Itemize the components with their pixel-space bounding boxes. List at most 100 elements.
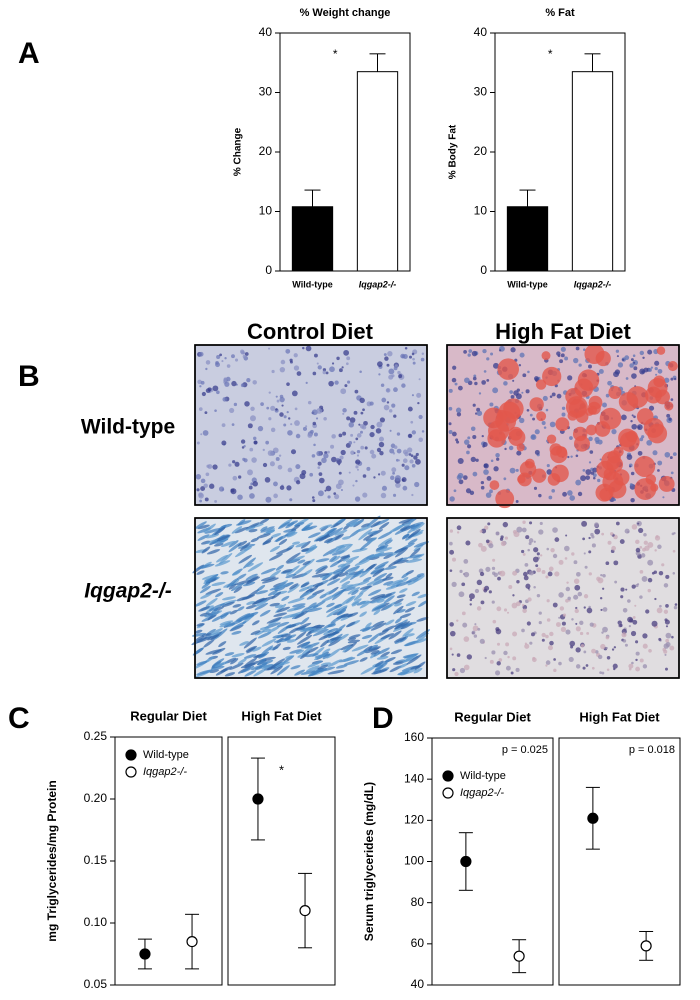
cell-streak [201,581,211,589]
cell-nucleus [285,348,291,354]
cell-streak [288,555,305,563]
cell-nucleus [224,357,227,360]
cell-streak [199,612,210,617]
cell-streak [374,551,385,558]
cell-nucleus [467,353,471,357]
lipid-droplet [546,434,557,444]
cell-nucleus [489,402,494,407]
cell-nucleus [451,653,454,656]
cell-streak [326,578,341,586]
cell-nucleus [489,659,494,664]
cell-streak [263,666,277,671]
cell-streak [261,665,272,670]
cell-nucleus [397,370,401,375]
annotation: * [548,47,553,61]
cell-nucleus [491,600,495,604]
cell-streak [257,631,272,639]
cell-nucleus [456,412,462,417]
cell-streak [402,533,410,539]
cell-nucleus [547,571,553,577]
cell-nucleus [342,431,347,436]
cell-streak [234,526,249,534]
cell-nucleus [402,485,408,491]
cell-nucleus [470,426,476,432]
cell-nucleus [253,436,257,441]
cell-nucleus [231,354,235,359]
cell-streak [221,601,235,608]
cell-nucleus [665,625,669,628]
cell-nucleus [633,415,636,419]
cell-nucleus [655,373,658,376]
cell-nucleus [613,371,619,378]
cell-nucleus [331,456,337,463]
cell-streak [207,634,220,641]
cell-nucleus [519,417,525,424]
cell-nucleus [451,557,457,562]
y-tick-label: 30 [474,85,488,99]
cell-streak [244,613,255,618]
cell-streak [301,641,311,647]
cell-nucleus [606,656,611,660]
cell-nucleus [234,461,240,467]
cell-nucleus [317,466,321,469]
cell-streak [341,581,351,587]
cell-nucleus [594,528,601,535]
cell-nucleus [527,370,530,374]
cell-nucleus [657,544,662,550]
cell-nucleus [253,440,258,445]
cell-nucleus [387,351,393,357]
panel-label: A [18,37,40,70]
cell-streak [259,609,271,617]
cell-nucleus [257,425,264,432]
cell-streak [256,533,271,539]
cell-nucleus [378,436,384,442]
cell-nucleus [476,579,483,586]
cell-nucleus [571,552,575,556]
cell-streak [323,589,336,596]
cell-nucleus [364,446,368,450]
cell-nucleus [597,654,603,660]
cell-nucleus [642,547,646,552]
cell-streak [407,538,418,545]
cell-nucleus [318,477,325,484]
cell-nucleus [338,471,342,475]
lipid-droplet [618,392,639,412]
cell-nucleus [600,573,603,577]
cell-nucleus [632,616,636,619]
cell-nucleus [651,571,655,575]
cell-nucleus [534,449,540,455]
cell-streak [342,645,352,653]
cell-nucleus [503,477,507,481]
cell-nucleus [448,422,452,426]
cell-streak [412,522,425,532]
cell-nucleus [449,541,453,546]
cell-streak [261,577,279,584]
cell-nucleus [321,457,327,464]
cell-streak [197,524,210,530]
cell-streak [315,566,328,575]
cell-streak [409,548,421,558]
cell-nucleus [586,607,593,614]
cell-streak [230,621,247,631]
cell-streak [286,639,297,643]
cell-nucleus [658,570,664,576]
cell-nucleus [472,376,477,381]
cell-nucleus [551,392,556,397]
cell-streak [394,602,402,607]
cell-nucleus [643,532,647,537]
cell-nucleus [474,623,477,626]
cell-streak [368,589,382,596]
cell-streak [383,581,394,586]
facet-title: High Fat Diet [579,709,660,724]
cell-streak [252,597,265,605]
cell-nucleus [402,449,408,455]
cell-nucleus [218,486,225,492]
cell-nucleus [531,632,535,637]
cell-streak [356,649,368,657]
cell-nucleus [502,521,509,528]
cell-nucleus [291,390,298,397]
cell-streak [204,613,214,618]
cell-nucleus [251,457,257,463]
cell-nucleus [451,377,457,383]
cell-nucleus [485,492,492,498]
